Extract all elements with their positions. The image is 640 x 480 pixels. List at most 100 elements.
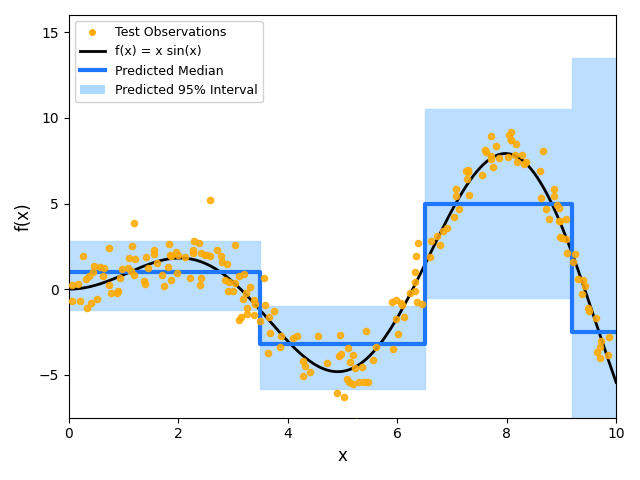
Test Observations — [506, 136, 516, 144]
Test Observations — [592, 348, 602, 356]
Test Observations — [218, 259, 228, 266]
Test Observations — [521, 158, 531, 166]
Test Observations — [336, 350, 346, 358]
Predicted Median — [568, 201, 576, 206]
Test Observations — [425, 253, 435, 261]
Test Observations — [348, 351, 358, 359]
Test Observations — [570, 250, 580, 258]
Test Observations — [99, 272, 109, 279]
f(x) = x sin(x) — [328, 368, 336, 374]
Predicted Median — [613, 329, 621, 335]
Test Observations — [511, 141, 521, 148]
Test Observations — [561, 249, 572, 256]
Test Observations — [332, 389, 342, 397]
Test Observations — [99, 264, 109, 272]
Test Observations — [519, 160, 529, 168]
Test Observations — [77, 252, 88, 260]
f(x) = x sin(x) — [515, 155, 522, 160]
Test Observations — [348, 380, 358, 388]
Test Observations — [275, 343, 285, 350]
Test Observations — [216, 252, 227, 260]
Test Observations — [157, 271, 167, 278]
Test Observations — [431, 232, 442, 240]
Test Observations — [123, 264, 133, 272]
Test Observations — [188, 246, 198, 254]
Predicted Median — [420, 341, 428, 347]
Test Observations — [461, 167, 471, 175]
Test Observations — [535, 168, 545, 175]
Test Observations — [159, 282, 169, 289]
Test Observations — [399, 313, 409, 321]
Test Observations — [223, 287, 233, 295]
Test Observations — [241, 310, 252, 318]
Test Observations — [596, 337, 606, 345]
Test Observations — [264, 313, 275, 321]
Test Observations — [435, 241, 445, 249]
Test Observations — [113, 287, 124, 295]
Test Observations — [538, 147, 548, 155]
Predicted Median — [420, 201, 428, 206]
Test Observations — [583, 304, 593, 312]
Test Observations — [568, 259, 579, 266]
Test Observations — [481, 148, 491, 156]
Test Observations — [451, 192, 461, 200]
Test Observations — [462, 175, 472, 183]
Test Observations — [75, 297, 85, 304]
Test Observations — [442, 225, 452, 232]
Test Observations — [298, 372, 308, 380]
Test Observations — [189, 237, 199, 245]
Test Observations — [140, 280, 150, 288]
Test Observations — [255, 317, 265, 325]
Test Observations — [185, 275, 195, 282]
Test Observations — [506, 136, 516, 144]
Test Observations — [205, 196, 215, 204]
Test Observations — [200, 251, 211, 258]
Test Observations — [391, 315, 401, 323]
Test Observations — [503, 154, 513, 161]
Test Observations — [248, 312, 259, 319]
Test Observations — [188, 250, 198, 257]
Test Observations — [391, 296, 401, 304]
Test Observations — [228, 287, 239, 295]
Test Observations — [604, 333, 614, 340]
Test Observations — [223, 278, 234, 286]
Test Observations — [363, 378, 373, 386]
Test Observations — [410, 278, 420, 286]
Test Observations — [300, 362, 310, 370]
Test Observations — [237, 296, 248, 303]
Test Observations — [262, 349, 273, 357]
Test Observations — [305, 368, 315, 376]
Test Observations — [129, 220, 140, 228]
Test Observations — [410, 252, 420, 260]
Test Observations — [557, 234, 567, 241]
Test Observations — [591, 314, 601, 322]
Test Observations — [357, 363, 367, 371]
Test Observations — [152, 259, 162, 267]
Test Observations — [477, 171, 488, 179]
Test Observations — [288, 335, 298, 342]
Test Observations — [405, 289, 415, 297]
Test Observations — [117, 265, 127, 273]
Test Observations — [112, 289, 122, 297]
Test Observations — [115, 274, 125, 282]
Test Observations — [129, 271, 140, 278]
f(x) = x sin(x) — [361, 357, 369, 363]
Test Observations — [194, 239, 204, 247]
Test Observations — [239, 270, 250, 278]
Test Observations — [67, 297, 77, 305]
Test Observations — [511, 158, 522, 166]
Test Observations — [504, 131, 514, 139]
Test Observations — [388, 346, 398, 353]
Test Observations — [230, 240, 241, 248]
Test Observations — [393, 330, 403, 337]
Test Observations — [549, 186, 559, 193]
Test Observations — [106, 289, 116, 297]
Test Observations — [104, 244, 115, 252]
Test Observations — [604, 351, 614, 359]
Test Observations — [95, 264, 106, 271]
Test Observations — [81, 276, 91, 283]
Test Observations — [244, 283, 255, 291]
Test Observations — [353, 379, 364, 386]
Test Observations — [222, 260, 232, 268]
Test Observations — [342, 375, 352, 383]
